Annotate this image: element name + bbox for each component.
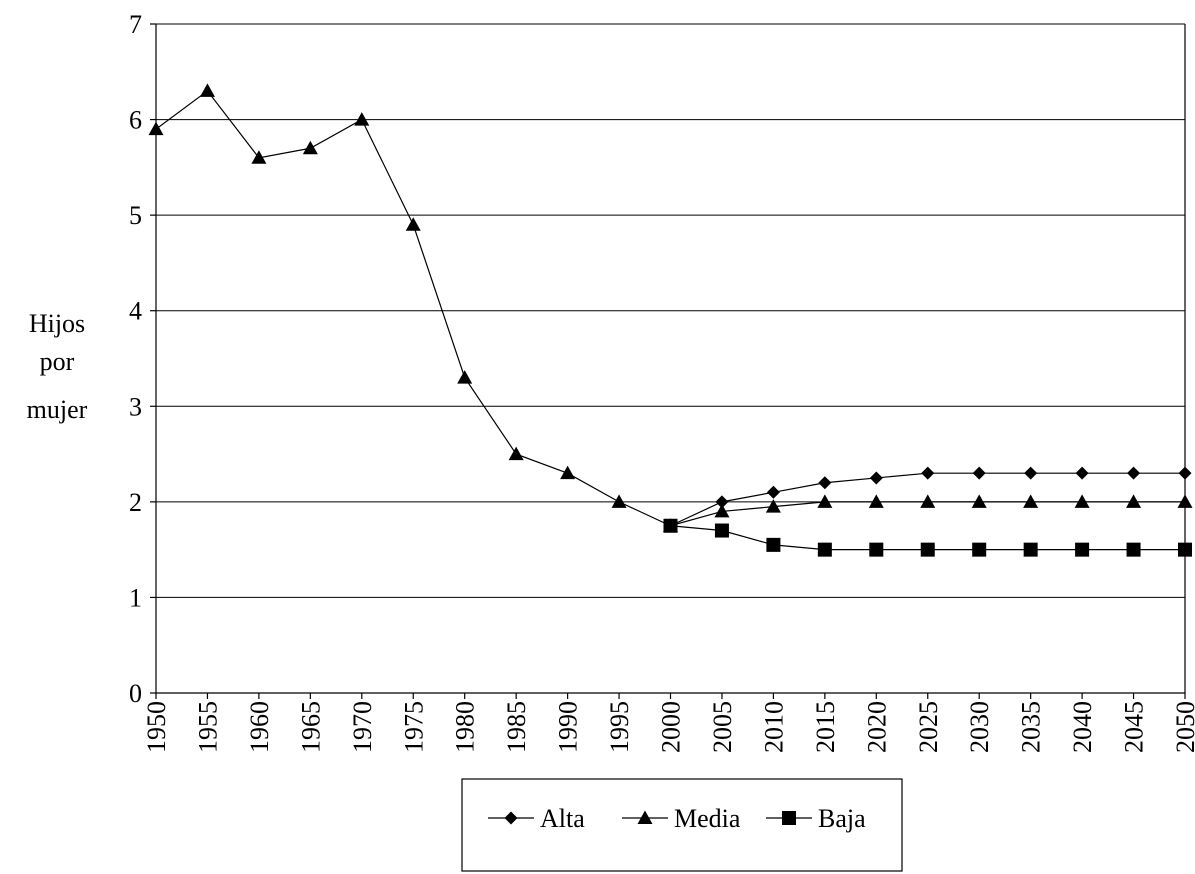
data-point-baja [766, 537, 781, 552]
y-tick-label: 1 [129, 583, 142, 612]
x-tick-label: 1970 [348, 701, 377, 753]
x-tick-label: 2000 [657, 701, 686, 753]
x-tick-label: 1960 [245, 701, 274, 753]
data-point-media [868, 494, 884, 508]
legend: Alta Media Baja [461, 778, 903, 872]
y-axis-label-line: Hijos [29, 309, 85, 338]
data-point-baja [920, 542, 935, 557]
data-point-baja [1023, 542, 1038, 557]
data-point-media [817, 494, 833, 508]
data-point-media [508, 446, 524, 461]
data-point-media [560, 465, 576, 480]
x-tick-label: 1965 [296, 701, 325, 753]
y-tick-label: 6 [129, 106, 142, 135]
x-tick-label: 1985 [502, 701, 531, 753]
x-tick-label: 2005 [708, 701, 737, 753]
data-point-media [611, 494, 627, 508]
data-point-media [302, 140, 318, 155]
data-point-alta [818, 476, 832, 490]
data-point-media [920, 494, 936, 508]
data-point-media [765, 499, 781, 513]
x-tick-label: 1955 [193, 701, 222, 753]
data-point-media [148, 121, 164, 136]
y-axis-label: Hijos por mujer [27, 309, 88, 424]
data-point-media [1177, 494, 1193, 508]
y-tick-label: 7 [129, 10, 142, 39]
legend-label-media: Media [674, 804, 741, 833]
x-tick-label: 2030 [965, 701, 994, 753]
x-tick-labels: 1950 1955 1960 1965 1970 1975 1980 1985 1990 1995… [142, 701, 1195, 753]
x-tick-label: 1990 [554, 701, 583, 753]
data-point-baja [1075, 542, 1090, 557]
data-point-media [457, 370, 473, 384]
series [148, 83, 1193, 557]
y-tick-label: 5 [129, 201, 142, 230]
legend-label-alta: Alta [540, 804, 585, 833]
x-tick-label: 2020 [862, 701, 891, 753]
data-point-media [199, 83, 215, 97]
x-tick-label: 1950 [142, 701, 171, 753]
data-point-baja [972, 542, 987, 557]
data-point-baja [1126, 542, 1141, 557]
data-point-media [1126, 494, 1142, 508]
data-point-alta [869, 471, 883, 485]
legend-marker-baja [782, 811, 796, 825]
y-tick-label: 3 [129, 392, 142, 421]
data-point-alta [1024, 466, 1038, 480]
x-tick-label: 2035 [1017, 701, 1046, 753]
data-point-baja [1178, 542, 1192, 557]
x-tick-label: 2025 [914, 701, 943, 753]
data-point-baja [714, 523, 729, 538]
y-tick-labels: 0 1 2 3 4 5 6 7 [129, 10, 142, 708]
data-point-alta [1127, 466, 1141, 480]
x-tick-label: 2015 [811, 701, 840, 753]
series-line-media [155, 90, 1185, 527]
data-point-media [714, 503, 730, 518]
x-tick-label: 1975 [399, 701, 428, 753]
y-axis-label-line: por [40, 347, 75, 376]
data-point-baja [869, 542, 884, 557]
data-point-media [971, 494, 987, 508]
data-point-alta [972, 466, 986, 480]
data-point-alta [715, 495, 729, 509]
legend-marker-alta [504, 811, 518, 825]
y-tick-label: 4 [129, 297, 142, 326]
legend-marker-media [637, 810, 653, 824]
data-point-baja [817, 542, 832, 557]
data-point-alta [1075, 466, 1089, 480]
x-tick-label: 2010 [759, 701, 788, 753]
x-tick-label: 1980 [451, 701, 480, 753]
data-point-alta [921, 466, 935, 480]
y-axis-label-line: mujer [27, 395, 88, 424]
gridlines [156, 23, 1185, 598]
data-point-media [354, 112, 370, 126]
axes [150, 23, 1186, 699]
data-point-baja [663, 518, 678, 533]
y-tick-label: 0 [129, 679, 142, 708]
legend-box [461, 778, 903, 872]
data-point-alta [766, 485, 780, 499]
data-point-media [405, 217, 421, 231]
x-tick-label: 1995 [605, 701, 634, 753]
data-point-media [251, 150, 267, 164]
data-point-media [1074, 494, 1090, 508]
legend-label-baja: Baja [818, 804, 866, 833]
data-point-alta [1178, 466, 1192, 480]
data-point-media [1023, 494, 1039, 508]
x-tick-label: 2045 [1120, 701, 1149, 753]
y-tick-label: 2 [129, 488, 142, 517]
x-tick-label: 2050 [1171, 701, 1195, 753]
x-tick-label: 2040 [1068, 701, 1097, 753]
